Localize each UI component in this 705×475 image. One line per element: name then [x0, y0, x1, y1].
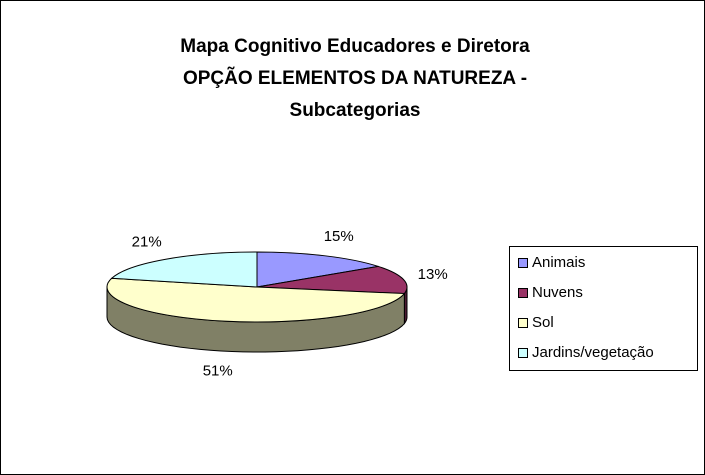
legend-box	[509, 246, 698, 371]
data-label: 21%	[132, 234, 162, 251]
pie-slice	[256, 265, 408, 295]
legend-swatch	[518, 318, 528, 328]
legend-swatch	[518, 348, 528, 358]
pie-slice	[256, 251, 379, 288]
legend-label: Sol	[532, 314, 554, 331]
legend-swatch	[518, 288, 528, 298]
data-label: 51%	[203, 363, 233, 380]
legend-label: Nuvens	[532, 284, 583, 301]
data-label: 15%	[324, 228, 354, 245]
chart-title: Subcategorias	[290, 100, 421, 121]
chart-title: OPÇÃO ELEMENTOS DA NATUREZA -	[183, 67, 527, 89]
pie-slice	[110, 251, 258, 288]
legend-label: Animais	[532, 254, 585, 271]
data-label: 13%	[418, 266, 448, 283]
pie-slice	[106, 277, 406, 323]
legend-swatch	[518, 258, 528, 268]
legend-label: Jardins/vegetação	[532, 344, 654, 361]
chart-title: Mapa Cognitivo Educadores e Diretora	[180, 36, 530, 57]
